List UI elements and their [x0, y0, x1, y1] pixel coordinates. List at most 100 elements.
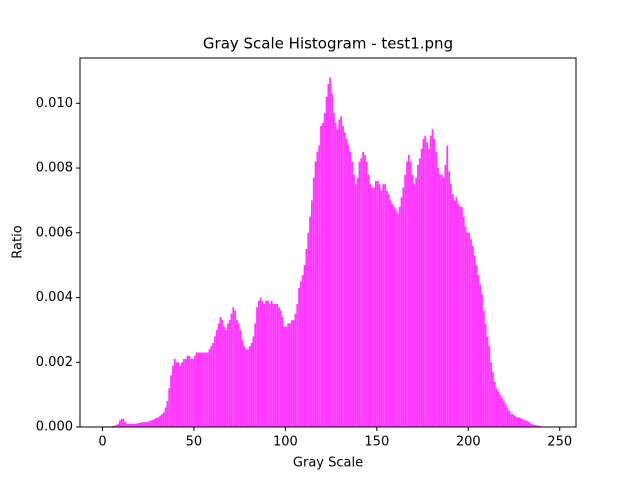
bar — [457, 203, 460, 427]
bar — [206, 352, 209, 427]
bar — [300, 281, 302, 427]
bar — [267, 300, 269, 427]
bar — [257, 300, 260, 427]
bar — [276, 304, 279, 427]
bar — [501, 397, 504, 427]
bar — [177, 362, 180, 427]
bar — [475, 265, 478, 427]
bar — [223, 326, 226, 427]
plot-area — [102, 77, 553, 428]
bar — [162, 412, 165, 427]
bar — [168, 388, 171, 427]
bar — [435, 151, 438, 428]
bar — [466, 232, 469, 427]
bar — [225, 329, 227, 427]
bar — [464, 226, 467, 427]
bar — [129, 423, 132, 427]
bar — [534, 425, 536, 427]
bar — [303, 265, 306, 427]
bar — [334, 122, 337, 427]
bar — [301, 274, 304, 427]
bar — [161, 414, 163, 427]
bar — [289, 323, 291, 427]
bar — [245, 349, 247, 427]
bar — [268, 304, 271, 427]
bar — [471, 245, 474, 427]
bar — [521, 418, 524, 427]
bar — [278, 307, 280, 427]
bar — [193, 355, 196, 427]
bar — [481, 294, 483, 427]
bar — [259, 297, 262, 427]
bar — [503, 401, 505, 427]
bar — [135, 423, 138, 427]
bar — [429, 135, 432, 427]
x-tick-label: 50 — [186, 435, 203, 450]
bar — [424, 135, 427, 427]
bar — [455, 197, 458, 427]
bar — [439, 174, 441, 427]
bar — [296, 304, 299, 427]
bar — [144, 422, 147, 427]
bar — [184, 359, 187, 427]
bar — [153, 418, 156, 427]
bar — [362, 151, 365, 428]
bar — [292, 320, 295, 427]
bar — [400, 197, 403, 427]
bar — [448, 171, 450, 427]
bar — [524, 420, 527, 427]
bar — [528, 422, 531, 427]
bar — [290, 320, 293, 427]
bar — [444, 164, 447, 427]
bar — [254, 323, 257, 427]
bar — [234, 310, 237, 427]
axes-frame — [79, 57, 577, 428]
bar — [279, 310, 282, 427]
bar — [332, 113, 335, 428]
bar — [484, 323, 487, 427]
bar — [477, 274, 480, 427]
bar — [492, 371, 494, 427]
bar — [239, 329, 242, 427]
bar — [190, 359, 193, 427]
bar — [336, 129, 339, 428]
bar — [237, 323, 240, 427]
bar — [508, 410, 511, 427]
bar — [422, 138, 425, 427]
bar — [360, 158, 363, 427]
bar — [124, 422, 127, 427]
bar — [342, 125, 344, 427]
bar — [514, 415, 516, 427]
bar — [164, 407, 167, 427]
x-tick-label: 250 — [547, 435, 572, 450]
bar — [331, 93, 333, 428]
bar — [312, 177, 315, 427]
y-tick-label: 0.008 — [36, 161, 73, 176]
bar — [473, 255, 476, 427]
bar — [170, 375, 172, 427]
bar — [203, 352, 205, 427]
bar — [349, 151, 352, 428]
bar — [323, 113, 326, 428]
bar — [537, 425, 540, 427]
y-tick-label: 0.002 — [36, 355, 73, 370]
bar — [353, 174, 355, 427]
bar — [358, 161, 361, 427]
bar — [305, 248, 308, 427]
x-tick-label: 200 — [456, 435, 481, 450]
bar — [411, 174, 414, 427]
bar — [504, 404, 507, 427]
bar — [228, 320, 231, 427]
bar — [307, 232, 310, 427]
y-tick-label: 0.000 — [36, 420, 73, 435]
bar — [214, 336, 216, 427]
bar — [181, 362, 183, 427]
bar — [248, 346, 251, 427]
bar — [195, 352, 198, 427]
bar — [354, 184, 357, 427]
bar — [340, 116, 343, 428]
y-tick-label: 0.006 — [36, 225, 73, 240]
bar — [179, 365, 182, 427]
bar — [159, 415, 162, 427]
bar — [285, 326, 288, 427]
